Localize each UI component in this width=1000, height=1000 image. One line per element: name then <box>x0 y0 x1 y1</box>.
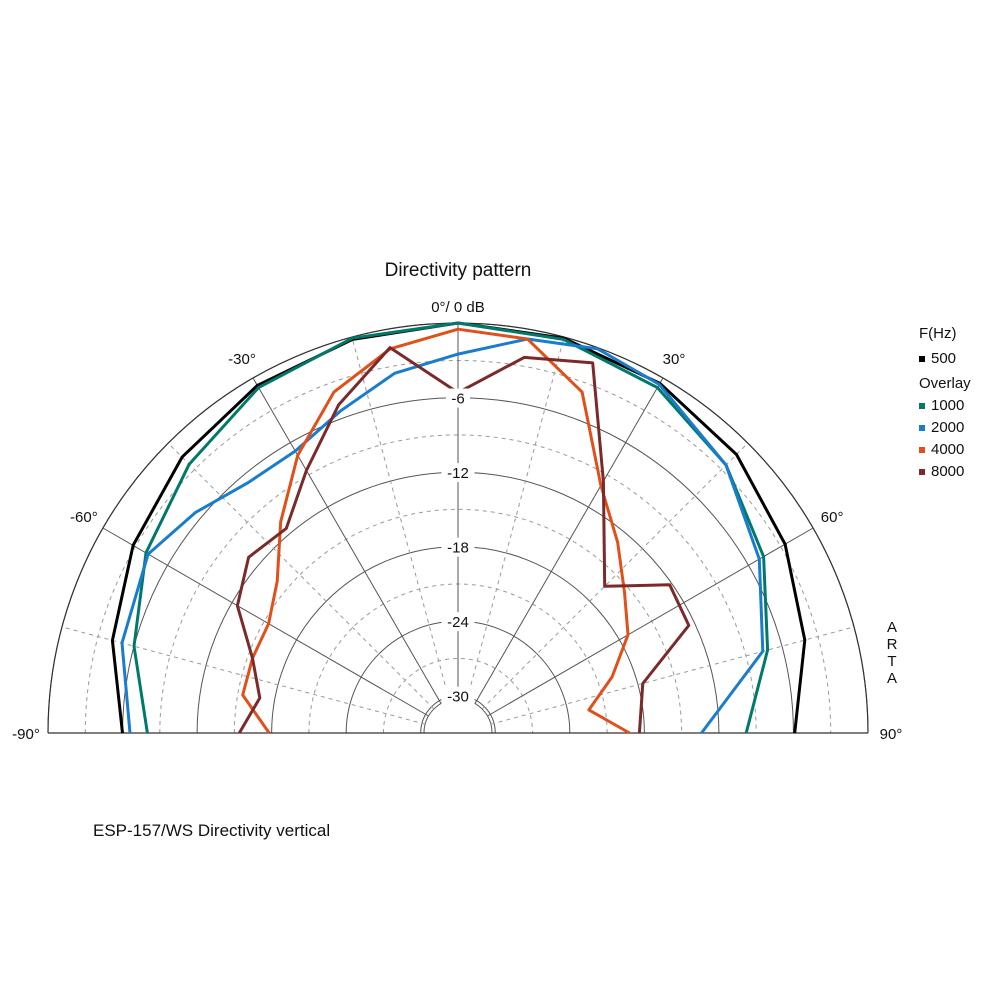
chart-title: Directivity pattern <box>385 260 532 281</box>
brand-letter: A <box>887 619 897 636</box>
grid-spoke-dashed <box>167 442 435 710</box>
curve-4000 <box>241 327 631 735</box>
db-label-bg <box>441 537 475 557</box>
brand-letter: T <box>887 653 896 670</box>
grid-ring-dashed <box>233 508 683 734</box>
db-label: -12 <box>447 465 469 482</box>
curves-layer <box>110 321 807 735</box>
brand-letter: R <box>887 636 898 653</box>
legend-swatch <box>919 469 925 475</box>
legend-item: 8000 <box>931 463 964 480</box>
grid-spoke <box>252 377 442 704</box>
grid-ring-dashed <box>159 434 757 734</box>
labels-layer: Directivity pattern 0°/ 0 dB -90° -60° -30° 3… <box>12 260 902 840</box>
db-label: -18 <box>447 540 469 557</box>
db-label: -30 <box>447 689 469 706</box>
legend: F(Hz) 500 Overlay 1000 2000 4000 8000 <box>919 325 971 480</box>
db-label: -6 <box>451 391 464 408</box>
db-label: -24 <box>447 614 469 631</box>
grid-spoke-dashed <box>481 442 749 710</box>
grid-spoke-dashed <box>490 626 855 725</box>
db-label-bg <box>441 463 475 483</box>
legend-item: 1000 <box>931 397 964 414</box>
grid-spoke-dashed <box>351 336 450 701</box>
brand-letter: A <box>887 670 897 687</box>
db-label-bg <box>441 686 475 706</box>
angle-label: -90° <box>12 726 40 743</box>
angle-label: 90° <box>880 726 903 743</box>
caption: ESP-157/WS Directivity vertical <box>93 821 330 840</box>
curve-8000 <box>235 346 691 734</box>
legend-item: 4000 <box>931 441 964 458</box>
legend-swatch <box>919 403 925 409</box>
angle-label: -30° <box>228 351 256 368</box>
legend-header: F(Hz) <box>919 325 957 342</box>
legend-overlay-header: Overlay <box>919 375 971 392</box>
legend-swatch <box>919 447 925 453</box>
legend-item: 2000 <box>931 419 964 436</box>
legend-swatch <box>919 356 925 362</box>
curve-2000 <box>120 337 765 734</box>
curve-500 <box>110 321 807 734</box>
grid-spoke-dashed <box>466 336 565 701</box>
db-label-bg <box>441 612 475 632</box>
angle-label: 60° <box>821 509 844 526</box>
polar-grid <box>47 322 869 734</box>
grid-spoke <box>102 527 429 717</box>
legend-swatch <box>919 425 925 431</box>
grid-spoke <box>474 377 664 704</box>
curve-1000 <box>132 321 770 734</box>
top-label: 0°/ 0 dB <box>431 299 485 316</box>
db-label-bg <box>446 388 470 408</box>
angle-label: 30° <box>663 351 686 368</box>
legend-item: 500 <box>931 350 956 367</box>
angle-label: -60° <box>70 509 98 526</box>
grid-ring-dashed <box>382 658 534 734</box>
